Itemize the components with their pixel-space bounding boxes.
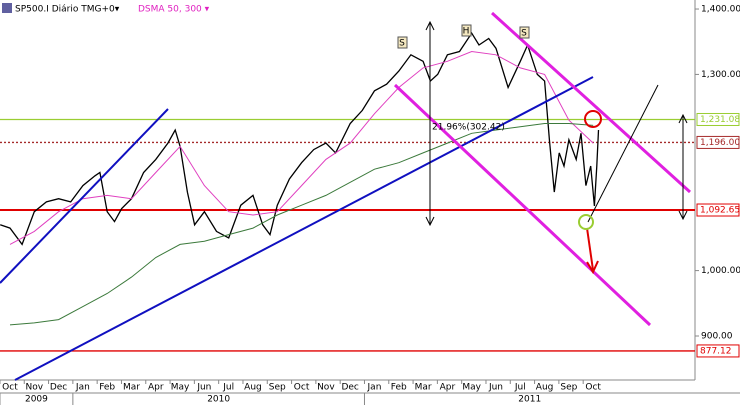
- projection-line: [587, 84, 659, 223]
- x-tick-label: Dec: [50, 383, 67, 393]
- level-label-box: [696, 203, 740, 217]
- annotation: H: [463, 27, 470, 37]
- channel-line: [393, 83, 652, 327]
- symbol-icon: [2, 3, 12, 13]
- drawings: [0, 11, 692, 381]
- x-tick-label: Feb: [391, 383, 407, 393]
- trendline: [14, 76, 594, 381]
- pattern-marker: [397, 36, 408, 49]
- indicator-label: DSMA 50, 300 ▾: [138, 5, 210, 15]
- x-tick-label: Sep: [560, 383, 577, 393]
- moving-average: [9, 123, 594, 326]
- level-label: 1,196.00: [700, 138, 740, 148]
- arrow-head: [586, 260, 599, 275]
- x-tick-label: Apr: [148, 383, 164, 393]
- level-label-box: [696, 135, 740, 149]
- x-tick-label: Jan: [367, 383, 382, 393]
- channel-line: [490, 11, 692, 194]
- x-tick-label: Oct: [294, 383, 310, 393]
- x-tick-label: Aug: [244, 383, 262, 393]
- highlight-circle: [578, 214, 594, 230]
- annotation: 21.96%(302.42): [432, 123, 505, 133]
- x-tick-label: Feb: [99, 383, 115, 393]
- level-label: 1,092.65: [700, 206, 740, 216]
- x-tick-label: Oct: [2, 383, 18, 393]
- level-label: 1,231.08: [700, 115, 740, 125]
- x-tick-label: Aug: [536, 383, 554, 393]
- x-tick-label: Nov: [317, 383, 335, 393]
- x-tick-label: Jul: [222, 383, 234, 393]
- x-tick-label: Nov: [25, 383, 43, 393]
- price-line: [0, 31, 600, 246]
- level-label-box: [696, 344, 740, 358]
- x-tick-label: Dec: [341, 383, 358, 393]
- symbol-label: SP500.I Diário TMG+0▾: [15, 5, 120, 15]
- annotation: S: [521, 29, 527, 39]
- pattern-marker: [519, 26, 530, 39]
- x-tick-label: May: [462, 383, 481, 393]
- x-tick-label: Oct: [585, 383, 601, 393]
- trendline: [0, 108, 169, 284]
- level-label: 877.12: [700, 346, 732, 356]
- arrow-head: [425, 20, 435, 227]
- x-tick-label: Mar: [123, 383, 140, 393]
- year-label: 2009: [25, 395, 48, 405]
- x-tick-label: Apr: [440, 383, 456, 393]
- x-tick-label: Mar: [415, 383, 432, 393]
- level-label-box: [696, 112, 740, 126]
- arrow-head: [678, 113, 688, 221]
- pattern-marker: [461, 24, 472, 37]
- y-tick-label: 1,300.00: [701, 70, 740, 80]
- highlight-circle: [584, 110, 602, 128]
- x-tick-label: Jul: [514, 383, 526, 393]
- x-tick-label: Jan: [75, 383, 90, 393]
- red-arrow: [586, 227, 594, 271]
- y-tick-label: 900.00: [701, 331, 733, 341]
- year-label: 2011: [518, 395, 541, 405]
- y-tick-label: 1,400.00: [701, 5, 740, 15]
- x-tick-label: Jun: [488, 383, 503, 393]
- x-tick-label: May: [171, 383, 190, 393]
- x-tick-label: Jun: [196, 383, 211, 393]
- x-tick-label: Sep: [269, 383, 286, 393]
- year-label: 2010: [207, 395, 230, 405]
- moving-average: [9, 50, 594, 245]
- annotation: S: [399, 39, 405, 49]
- y-tick-label: 1,000.00: [701, 266, 740, 276]
